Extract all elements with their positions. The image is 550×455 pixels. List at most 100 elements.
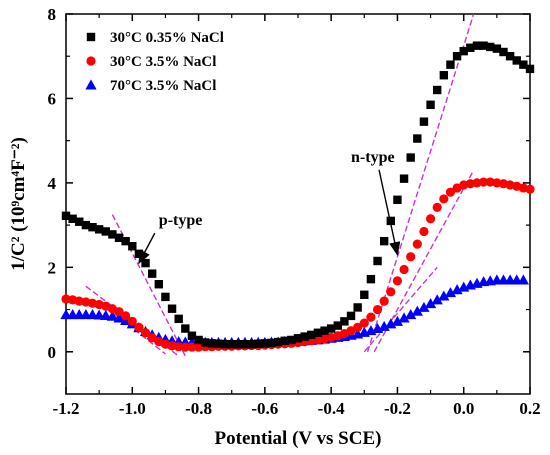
data-point: [134, 322, 144, 332]
data-point: [61, 211, 71, 221]
data-point: [486, 42, 495, 52]
data-point: [451, 284, 463, 295]
data-point: [353, 303, 362, 312]
legend-marker: [86, 32, 96, 42]
data-point: [114, 307, 124, 317]
x-axis-title: Potential (V vs SCE): [215, 428, 382, 449]
data-point: [114, 233, 124, 242]
ticks-layer: [65, 13, 531, 394]
data-point: [307, 330, 316, 340]
data-point: [433, 85, 442, 95]
data-point: [88, 223, 97, 232]
data-point: [378, 320, 390, 331]
legend: 30°C 0.35% NaCl 30°C 3.5% NaCl 70°C 3.5% N…: [85, 30, 224, 94]
data-point: [379, 296, 389, 306]
data-point: [220, 339, 230, 349]
data-point: [439, 71, 449, 80]
y-tick-label: 4: [48, 174, 57, 193]
data-point: [359, 318, 369, 328]
data-point: [68, 214, 77, 223]
data-point: [227, 339, 236, 349]
x-tick-label: -0.8: [185, 399, 212, 418]
data-point: [439, 194, 449, 204]
y-tick-label: 0: [48, 343, 57, 362]
data-point: [273, 337, 283, 347]
data-point: [399, 174, 409, 183]
data-point: [113, 312, 125, 323]
legend-marker: [85, 79, 97, 90]
data-point: [432, 202, 442, 212]
data-point: [187, 342, 197, 352]
data-point: [167, 304, 177, 313]
data-point: [426, 100, 435, 109]
data-point: [419, 117, 429, 126]
data-point: [174, 314, 183, 324]
data-point: [418, 301, 430, 312]
linear-fit-line: [363, 266, 438, 353]
y-tick-label: 6: [48, 89, 57, 108]
data-point: [398, 312, 410, 323]
data-point: [505, 52, 515, 61]
data-point: [479, 41, 488, 50]
data-point: [459, 46, 468, 56]
linear-fit-line: [373, 169, 475, 353]
data-point: [425, 214, 436, 224]
linear-fit-line: [366, 13, 475, 352]
data-point: [445, 187, 456, 197]
data-point: [517, 274, 529, 285]
data-point: [240, 339, 250, 349]
data-point: [479, 177, 489, 187]
legend-marker: [86, 56, 96, 66]
legend-label: 30°C 0.35% NaCl: [110, 30, 224, 46]
data-point: [75, 217, 84, 226]
data-point: [499, 47, 508, 57]
data-point: [366, 312, 376, 322]
data-point: [411, 305, 423, 316]
y-axis-title: 1/C² (10⁹cm⁴F⁻²): [8, 137, 29, 271]
data-point: [193, 342, 204, 352]
legend-label: 30°C 3.5% NaCl: [110, 54, 216, 70]
data-point: [366, 274, 376, 284]
x-tick-label: -1.0: [119, 399, 146, 418]
y-tick-label: 2: [48, 258, 57, 277]
data-point: [234, 339, 243, 349]
data-point: [424, 298, 437, 309]
data-point: [300, 332, 309, 341]
data-point: [406, 252, 416, 262]
data-point: [267, 338, 276, 348]
x-tick-label: -0.6: [251, 399, 278, 418]
x-tick-label: -0.2: [384, 399, 411, 418]
x-tick-label: -1.2: [53, 399, 80, 418]
data-point: [391, 315, 404, 326]
data-point: [392, 276, 403, 286]
data-point: [108, 230, 117, 239]
series-circle: [61, 177, 535, 352]
data-point: [201, 338, 210, 347]
data-point: [413, 134, 422, 143]
data-point: [412, 239, 422, 249]
data-point: [141, 258, 150, 268]
data-point: [452, 52, 462, 61]
data-point: [406, 153, 415, 162]
data-point: [214, 339, 223, 348]
data-point: [386, 287, 396, 297]
data-point: [293, 334, 303, 343]
data-point: [431, 294, 443, 305]
data-point: [128, 242, 137, 251]
data-point: [419, 226, 429, 237]
data-point: [399, 264, 409, 275]
data-point: [492, 44, 502, 53]
data-point: [466, 43, 475, 52]
data-point: [385, 318, 397, 329]
y-tick-label: 8: [48, 5, 57, 24]
data-point: [101, 227, 110, 236]
data-point: [360, 290, 369, 299]
data-point: [81, 220, 91, 230]
data-point: [260, 339, 270, 348]
data-point: [207, 339, 217, 348]
data-point: [472, 41, 482, 50]
tick-labels: -1.2 -1.0 -0.8 -0.6 -0.4 -0.2 0.0 0.2 0 2 4 6 8: [48, 5, 541, 418]
annotation-label: n-type: [351, 149, 395, 166]
data-point: [127, 316, 137, 326]
